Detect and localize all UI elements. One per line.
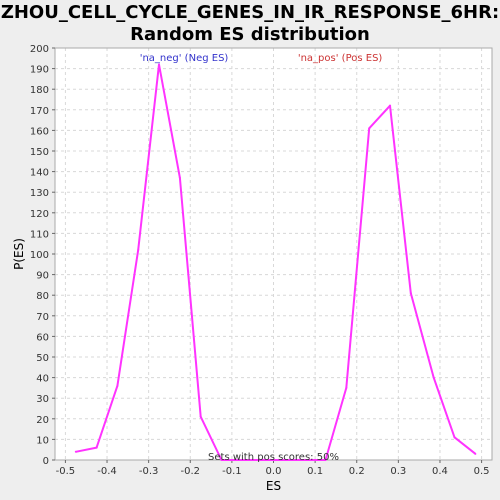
- annotation-pos-scores: Sets with pos scores: 50%: [208, 452, 339, 463]
- chart-title-line-1: ZHOU_CELL_CYCLE_GENES_IN_IR_RESPONSE_6HR…: [0, 2, 500, 23]
- y-tick-label: 200: [30, 44, 49, 55]
- x-tick-label: 0.4: [432, 466, 448, 477]
- x-tick-label: 0.5: [474, 466, 490, 477]
- data-point: [137, 248, 140, 251]
- y-tick-label: 190: [30, 65, 49, 76]
- data-point: [368, 127, 371, 130]
- data-point: [241, 459, 244, 461]
- annotation-pos-es: 'na_pos' (Pos ES): [298, 53, 383, 64]
- data-point: [220, 459, 223, 461]
- y-tick-label: 10: [36, 435, 49, 446]
- data-point: [345, 386, 348, 389]
- y-tick-label: 160: [30, 126, 49, 137]
- data-point: [74, 450, 77, 453]
- data-point: [474, 452, 477, 455]
- x-tick-label: 0.2: [349, 466, 365, 477]
- data-point: [158, 63, 161, 66]
- y-tick-label: 100: [30, 250, 49, 261]
- data-point: [116, 384, 119, 387]
- y-tick-label: 90: [36, 271, 49, 282]
- y-tick-label: 50: [36, 353, 49, 364]
- y-tick-label: 60: [36, 332, 49, 343]
- x-tick-label: -0.3: [139, 466, 159, 477]
- x-tick-label: 0.1: [307, 466, 323, 477]
- y-tick-label: 140: [30, 168, 49, 179]
- y-tick-label: 30: [36, 394, 49, 405]
- x-tick-label: -0.5: [56, 466, 76, 477]
- y-tick-label: 130: [30, 188, 49, 199]
- x-axis-label: ES: [266, 479, 281, 493]
- data-point: [453, 436, 456, 439]
- y-tick-label: 20: [36, 415, 49, 426]
- y-tick-label: 110: [30, 229, 49, 240]
- data-point: [409, 292, 412, 295]
- x-tick-label: -0.4: [97, 466, 117, 477]
- y-tick-label: 70: [36, 312, 49, 323]
- data-point: [324, 459, 327, 461]
- chart-title-line-2: Random ES distribution: [130, 24, 370, 45]
- y-tick-label: 180: [30, 85, 49, 96]
- x-tick-label: -0.1: [222, 466, 242, 477]
- x-tick-label: 0.0: [266, 466, 282, 477]
- data-point: [178, 176, 181, 179]
- y-tick-label: 170: [30, 106, 49, 117]
- y-tick-label: 120: [30, 209, 49, 220]
- annotation-neg-es: 'na_neg' (Neg ES): [140, 53, 229, 64]
- y-axis-label: P(ES): [12, 238, 26, 270]
- data-point: [389, 104, 392, 107]
- x-tick-label: -0.2: [181, 466, 201, 477]
- y-tick-label: 150: [30, 147, 49, 158]
- data-point: [95, 446, 98, 449]
- y-tick-label: 0: [43, 456, 49, 467]
- y-tick-label: 80: [36, 291, 49, 302]
- y-tick-label: 40: [36, 374, 49, 385]
- data-point: [199, 415, 202, 418]
- data-point: [432, 376, 435, 379]
- x-tick-label: 0.3: [390, 466, 406, 477]
